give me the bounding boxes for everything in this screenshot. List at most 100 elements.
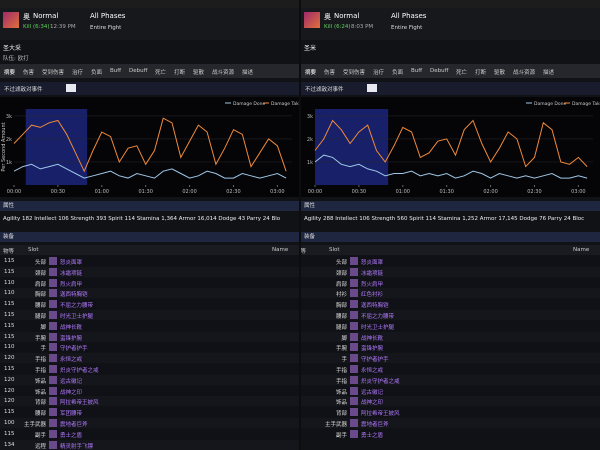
- item-name[interactable]: 烈火肩甲: [60, 281, 83, 288]
- tab[interactable]: 描述: [543, 70, 555, 76]
- tab[interactable]: 战斗资源: [513, 70, 536, 76]
- tab[interactable]: Buff: [110, 68, 122, 74]
- item-name[interactable]: 冰霜项链: [60, 270, 83, 277]
- item-name[interactable]: 红色衬衫: [361, 292, 384, 299]
- item-name[interactable]: 精灵射手飞镖: [60, 443, 94, 450]
- item-name[interactable]: 蛮锋护腕: [361, 346, 384, 353]
- tab[interactable]: 伤害: [324, 70, 336, 76]
- item-name[interactable]: 战神之印: [361, 400, 384, 407]
- item-level: 115: [4, 409, 15, 416]
- slot: 饰品: [335, 389, 347, 396]
- slot: 副手: [34, 432, 46, 439]
- item-name[interactable]: 迦西特胸铠: [361, 303, 389, 310]
- tab[interactable]: 治疗: [72, 70, 84, 76]
- item-name[interactable]: 不屈之力腰带: [361, 314, 395, 320]
- item-icon: [49, 300, 57, 309]
- item-name[interactable]: 迦西特胸铠: [60, 292, 88, 299]
- item-name[interactable]: 阿拉希帝王披风: [361, 411, 400, 418]
- item-name[interactable]: 时光卫士护腿: [361, 324, 395, 331]
- tab[interactable]: Buff: [411, 68, 423, 74]
- item-name[interactable]: 炽炎守护者之戒: [60, 368, 99, 374]
- filter-button[interactable]: [66, 84, 76, 92]
- item-icon: [49, 419, 57, 427]
- item-name[interactable]: 远古徽记: [60, 378, 83, 385]
- x-tick-label: 01:30: [138, 189, 152, 195]
- log-panel: 奥 Normal Kill (6:24) 8:03 PM All Phases Entir…: [301, 0, 600, 450]
- tab[interactable]: 治疗: [373, 70, 385, 76]
- item-name[interactable]: 守护者护手: [361, 357, 389, 364]
- item-name[interactable]: 冰霜项链: [361, 270, 384, 277]
- x-tick-label: 00:00: [7, 189, 21, 195]
- tab[interactable]: 战斗资源: [212, 70, 235, 76]
- tab[interactable]: 打断: [475, 70, 487, 76]
- gear-row: [0, 428, 299, 439]
- item-name[interactable]: 战神长靴: [60, 324, 83, 331]
- slot: 胸部: [335, 303, 347, 310]
- item-name[interactable]: 蛮锋护腕: [60, 335, 83, 342]
- series-line: [13, 117, 287, 173]
- item-name[interactable]: 震地者巨斧: [361, 422, 389, 428]
- tab[interactable]: 死亡: [456, 70, 468, 76]
- chart: 1k 2k 3k 00:00 00:30 01:00 01:30 02:00 02:30 03:0…: [301, 97, 600, 197]
- slot: 主手武器: [23, 422, 46, 428]
- tab[interactable]: 伤害: [23, 70, 35, 76]
- tab[interactable]: Debuff: [430, 68, 449, 74]
- item-name[interactable]: 战神长靴: [361, 335, 384, 342]
- slot: 肩部: [335, 281, 347, 288]
- tab[interactable]: 驱散: [193, 70, 205, 76]
- phases[interactable]: All Phases: [90, 12, 126, 20]
- player-name[interactable]: 圣大采: [3, 45, 22, 52]
- item-name[interactable]: 战神之印: [60, 389, 83, 396]
- item-name[interactable]: 勇士之盾: [60, 432, 83, 439]
- filter-button[interactable]: [367, 84, 377, 92]
- legend-label[interactable]: Damage Done: [233, 101, 265, 107]
- player-name[interactable]: 圣米: [304, 45, 317, 52]
- item-name[interactable]: 不屈之力腰带: [60, 303, 94, 310]
- tab[interactable]: 驱散: [494, 70, 506, 76]
- slot: 腿部: [335, 324, 347, 331]
- filter-dropdown[interactable]: 不过滤敌对事件: [4, 87, 43, 93]
- series-line: [314, 119, 588, 168]
- legend-label[interactable]: Damage Done: [534, 101, 566, 107]
- difficulty[interactable]: Normal: [33, 12, 59, 20]
- item-name[interactable]: 震地者巨斧: [60, 422, 88, 428]
- tab[interactable]: 打断: [174, 70, 186, 76]
- item-name[interactable]: 怒炎面罩: [361, 260, 384, 266]
- gear-row: [0, 320, 299, 331]
- gear-row: [0, 374, 299, 385]
- item-icon: [49, 386, 57, 395]
- item-name[interactable]: 烈火肩甲: [361, 281, 384, 288]
- filter-bar: [0, 82, 299, 95]
- difficulty[interactable]: Normal: [334, 12, 360, 20]
- item-name[interactable]: 守护者护手: [60, 346, 88, 353]
- tab[interactable]: 负面: [392, 70, 404, 76]
- y-tick-label: 3k: [307, 114, 313, 120]
- tab[interactable]: 描述: [242, 70, 254, 76]
- stats-section: 属性: [0, 201, 299, 211]
- item-name[interactable]: 永恒之戒: [361, 368, 384, 374]
- item-name[interactable]: 勇士之盾: [361, 432, 384, 439]
- item-name[interactable]: 远古徽记: [361, 389, 384, 396]
- item-icon: [350, 408, 358, 417]
- tab[interactable]: 受到伤害: [343, 70, 366, 76]
- boss-icon: [304, 12, 320, 28]
- filter-dropdown[interactable]: 不过滤敌对事件: [305, 87, 344, 93]
- item-name[interactable]: 怒炎面罩: [60, 260, 83, 266]
- item-name[interactable]: 永恒之戒: [60, 357, 83, 364]
- item-name[interactable]: 时光卫士护腿: [60, 314, 94, 320]
- tab[interactable]: 受到伤害: [42, 70, 65, 76]
- legend-label[interactable]: Damage Taken: [271, 101, 299, 107]
- tab[interactable]: Debuff: [129, 68, 148, 74]
- phases[interactable]: All Phases: [391, 12, 427, 20]
- tab[interactable]: 死亡: [155, 70, 167, 76]
- item-icon: [350, 386, 358, 395]
- tab[interactable]: 负面: [91, 70, 103, 76]
- tab[interactable]: 摘要: [4, 70, 16, 76]
- item-name[interactable]: 阿拉希帝王披风: [60, 400, 99, 407]
- item-name[interactable]: 炽炎守护者之戒: [361, 378, 400, 385]
- gear-row: [0, 256, 299, 266]
- item-name[interactable]: 军团腰带: [60, 411, 83, 418]
- legend-label[interactable]: Damage Taken: [572, 101, 600, 107]
- slot: 手指: [335, 368, 347, 374]
- tab[interactable]: 摘要: [305, 70, 317, 76]
